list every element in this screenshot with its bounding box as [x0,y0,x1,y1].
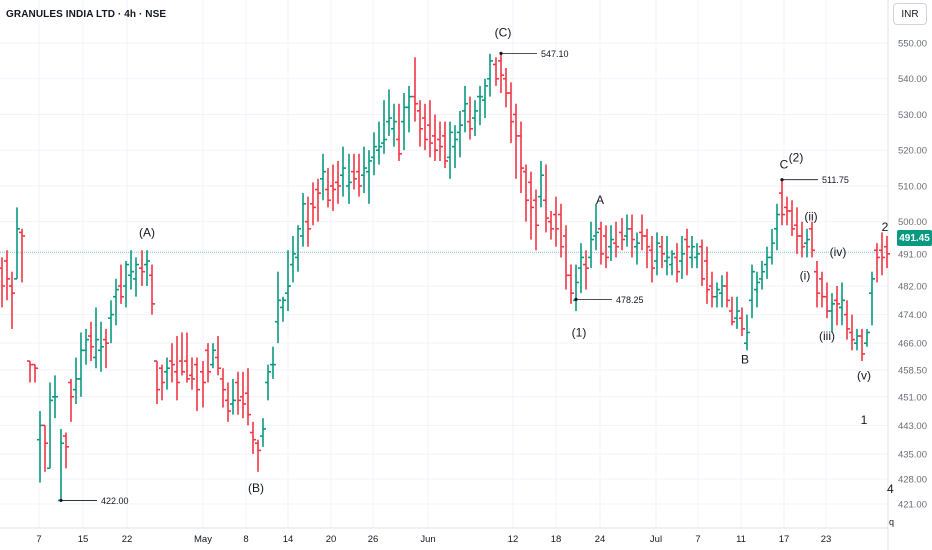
wave-label: (iv) [830,245,847,259]
y-tick-label: 482.00 [898,282,927,293]
y-tick-label: 421.00 [898,500,927,511]
x-tick-label: 22 [122,534,133,545]
x-tick-label: 11 [736,534,746,545]
wave-label: 1 [861,413,868,427]
price-callout-label: 511.75 [822,175,849,185]
price-callout-dot [574,297,578,302]
wave-label: C [780,158,789,172]
wave-label: (1) [572,325,587,339]
x-tick-label: Jun [420,534,435,545]
x-tick-label: 7 [36,534,41,545]
y-tick-label: 443.00 [898,421,927,432]
wave-label: B [741,352,749,366]
y-tick-label: 458.50 [898,365,927,376]
y-tick-label: 428.00 [898,474,927,485]
x-tick-label: Jul [650,534,662,545]
chart-title: GRANULES INDIA LTD · 4h · NSE [6,9,167,20]
y-tick-label: 491.00 [898,249,927,260]
wave-label: 2 [882,220,889,234]
side-mark-4: 4 [887,482,894,496]
x-tick-label: 20 [326,534,337,545]
price-callout-label: 547.10 [541,49,569,59]
x-tick-label: 15 [78,534,89,545]
x-tick-label: 24 [595,534,606,545]
price-callout-dot [780,178,784,182]
wave-label: (i) [800,268,811,282]
y-tick-label: 540.00 [898,74,927,85]
y-tick-label: 500.00 [898,217,927,228]
wave-label: A [596,193,604,207]
y-tick-label: 510.00 [898,181,927,192]
price-callout-dot [59,498,63,503]
x-tick-label: 17 [779,534,790,545]
side-mark-q: q [889,517,895,527]
price-callout-label: 422.00 [101,496,129,506]
wave-label: (A) [139,225,155,239]
y-tick-label: 550.00 [898,39,927,50]
price-callout-dot [499,51,503,55]
y-tick-label: 435.00 [898,449,927,460]
x-tick-label: 23 [821,534,832,545]
y-tick-label: 530.00 [898,110,927,121]
x-tick-label: 7 [695,534,700,545]
wave-label: (2) [789,150,804,164]
price-callout-label: 478.25 [616,295,644,305]
currency-button[interactable]: INR [893,3,927,25]
x-tick-label: May [194,534,212,545]
wave-label: (C) [495,25,512,39]
x-tick-label: 8 [243,534,248,545]
wave-label: (iii) [819,329,835,343]
x-tick-label: 12 [508,534,519,545]
wave-label: (v) [857,368,871,382]
y-tick-label: 520.00 [898,146,927,157]
x-tick-label: 14 [283,534,294,545]
wave-label: (ii) [804,209,817,223]
x-tick-label: 18 [551,534,562,545]
y-tick-label: 466.00 [898,339,927,350]
y-tick-label: 451.00 [898,392,927,403]
x-tick-label: 26 [368,534,379,545]
wave-label: (B) [248,481,264,495]
y-tick-label: 474.00 [898,310,927,321]
last-price-badge: 491.45 [897,230,932,246]
